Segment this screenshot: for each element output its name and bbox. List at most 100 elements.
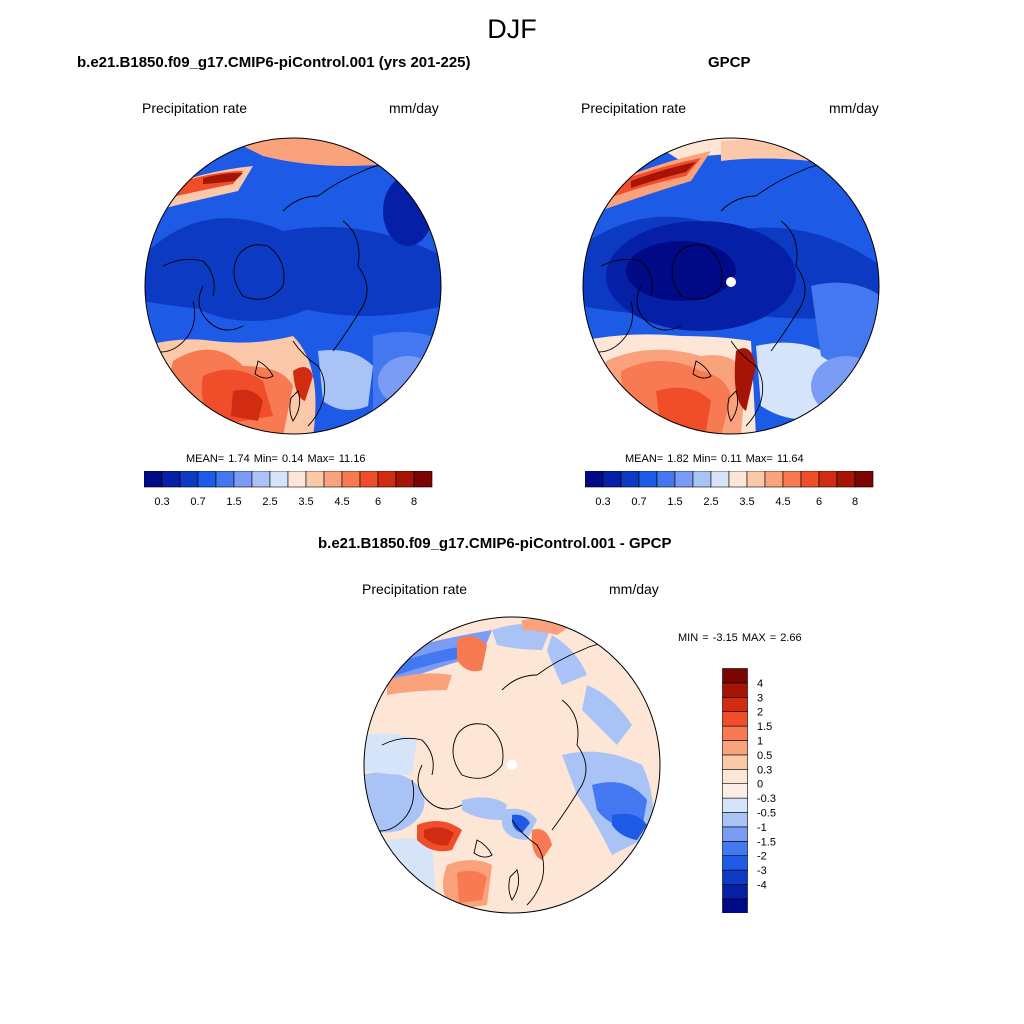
diff-colorbar-swatch [722,740,748,756]
diff-colorbar-swatch [722,783,748,799]
model-stats: MEAN= 1.74 Min= 0.14 Max= 11.16 [186,453,365,465]
diff-colorbar-tick-label: 1.5 [757,721,772,733]
obs-min-value: 0.11 [720,453,742,465]
diff-colorbar-swatch [722,711,748,727]
obs-colorbar-swatch [782,471,802,488]
model-colorbar-swatch [305,471,325,488]
diff-max-label: MAX = [741,632,777,644]
diff-colorbar-swatch [722,884,748,900]
obs-max-label: Max= [745,453,773,465]
obs-colorbar-swatch [728,471,748,488]
obs-max-value: 11.64 [776,453,804,465]
diff-colorbar-tick-label: -1.5 [757,836,776,848]
model-colorbar-swatch [197,471,217,488]
diff-colorbar-tick-label: -4 [757,880,767,892]
model-colorbar-tick-label: 8 [411,496,417,508]
obs-colorbar-swatch [764,471,784,488]
model-panel-title: b.e21.B1850.f09_g17.CMIP6-piControl.001 … [77,54,471,71]
diff-colorbar-tick-label: 4 [757,678,763,690]
model-colorbar-tick-label: 2.5 [262,496,277,508]
diff-colorbar-swatch [722,696,748,712]
diff-colorbar-tick-label: 2 [757,707,763,719]
diff-min-value: -3.15 [712,632,738,644]
diff-colorbar-swatch [722,898,748,913]
model-colorbar-tick-label: 3.5 [298,496,313,508]
obs-mean-label: MEAN= [625,453,664,465]
obs-polar-map [582,137,880,435]
obs-stats: MEAN= 1.82 Min= 0.11 Max= 11.64 [625,453,804,465]
model-colorbar-swatch [287,471,307,488]
figure-title: DJF [487,14,537,44]
obs-colorbar-swatch [746,471,766,488]
obs-colorbar-swatch [674,471,694,488]
obs-colorbar-swatch [585,471,604,488]
model-colorbar-swatch [377,471,397,488]
model-colorbar-tick-label: 1.5 [226,496,241,508]
diff-colorbar-swatch [722,682,748,698]
diff-colorbar-swatch [722,826,748,842]
obs-colorbar-tick-label: 3.5 [739,496,754,508]
model-colorbar-swatch [395,471,415,488]
diff-colorbar-swatch [722,668,748,684]
diff-colorbar-swatch [722,841,748,857]
obs-colorbar-tick-label: 1.5 [667,496,682,508]
model-colorbar-swatch [251,471,271,488]
diff-polar-map [363,616,661,914]
obs-colorbar: 0.3 0.7 1.5 2.5 3.5 4.5 6 8 [585,471,874,508]
model-mean-value: 1.74 [228,453,250,465]
diff-colorbar-swatch [722,797,748,813]
diff-colorbar-swatch [722,869,748,885]
diff-colorbar-tick-label: 0.3 [757,764,772,776]
diff-colorbar-swatch [722,855,748,871]
model-colorbar-swatch [144,471,163,488]
diff-colorbar-tick-label: -0.3 [757,793,776,805]
obs-panel-title: GPCP [708,54,751,71]
obs-colorbar-swatch [638,471,658,488]
diff-stats: MIN = -3.15 MAX = 2.66 [678,632,802,644]
obs-colorbar-swatch [836,471,856,488]
diff-colorbar-tick-label: 3 [757,692,763,704]
obs-units-label: mm/day [829,100,879,116]
obs-mean-value: 1.82 [667,453,689,465]
model-colorbar-tick-label: 0.7 [190,496,205,508]
model-max-label: Max= [307,453,335,465]
obs-colorbar-swatch [800,471,820,488]
diff-units-label: mm/day [609,581,659,597]
diff-colorbar-tick-label: -1 [757,822,767,834]
diff-colorbar-tick-label: 1 [757,736,763,748]
obs-colorbar-swatch [854,471,874,488]
obs-colorbar-tick-label: 6 [816,496,822,508]
diff-colorbar-tick-label: -0.5 [757,808,776,820]
obs-colorbar-swatch [656,471,676,488]
model-colorbar-swatch [215,471,235,488]
obs-colorbar-tick-label: 8 [852,496,858,508]
model-variable-label: Precipitation rate [142,100,248,116]
model-colorbar-tick-label: 0.3 [154,496,169,508]
diff-colorbar-tick-label: 0.5 [757,750,772,762]
model-colorbar-swatch [269,471,289,488]
diff-colorbar-swatch [722,769,748,785]
obs-colorbar-swatch [818,471,838,488]
diff-colorbar-tick-label: -3 [757,865,767,877]
diff-min-label: MIN = [678,632,709,644]
model-colorbar-swatch [161,471,181,488]
obs-min-label: Min= [692,453,717,465]
obs-colorbar-tick-label: 0.7 [631,496,646,508]
model-units-label: mm/day [389,100,439,116]
model-colorbar-swatch [359,471,379,488]
obs-colorbar-tick-label: 0.3 [595,496,610,508]
diff-variable-label: Precipitation rate [362,581,468,597]
diff-colorbar-tick-label: -2 [757,851,767,863]
diff-colorbar-swatch [722,754,748,770]
model-colorbar-swatch [179,471,199,488]
model-polar-map [144,137,442,435]
model-min-value: 0.14 [281,453,304,465]
obs-variable-label: Precipitation rate [581,100,687,116]
model-colorbar-tick-label: 6 [375,496,381,508]
diff-colorbar-swatch [722,725,748,741]
diff-panel-title: b.e21.B1850.f09_g17.CMIP6-piControl.001 … [318,535,672,552]
model-colorbar-swatch [323,471,343,488]
model-min-label: Min= [253,453,278,465]
obs-colorbar-swatch [620,471,640,488]
diff-max-value: 2.66 [780,632,802,644]
